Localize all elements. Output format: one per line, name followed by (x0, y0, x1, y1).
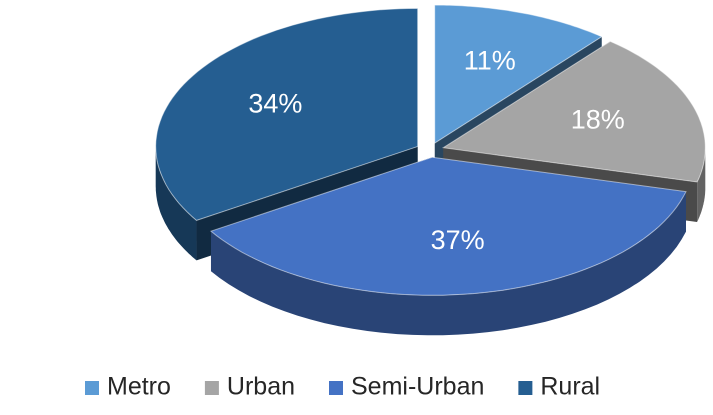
legend-swatch (85, 381, 99, 395)
data-label: 18% (571, 104, 625, 134)
slice-wall (211, 191, 686, 336)
slice (209, 156, 687, 336)
slice-top (155, 7, 419, 221)
slice-top (434, 4, 603, 144)
data-label: 34% (248, 88, 302, 118)
data-label: 11% (464, 46, 516, 76)
slice-top (209, 156, 687, 296)
legend-label: Urban (227, 373, 295, 401)
legend-swatch (329, 381, 343, 395)
slice-wall (155, 146, 197, 261)
legend-swatch (204, 381, 219, 395)
legend-label: Metro (107, 373, 171, 401)
legend-label: Semi-Urban (351, 373, 484, 401)
data-label: 37% (431, 225, 485, 255)
legend-swatch (518, 381, 533, 395)
legend-label: Rural (540, 373, 600, 401)
slice-top (441, 40, 706, 183)
